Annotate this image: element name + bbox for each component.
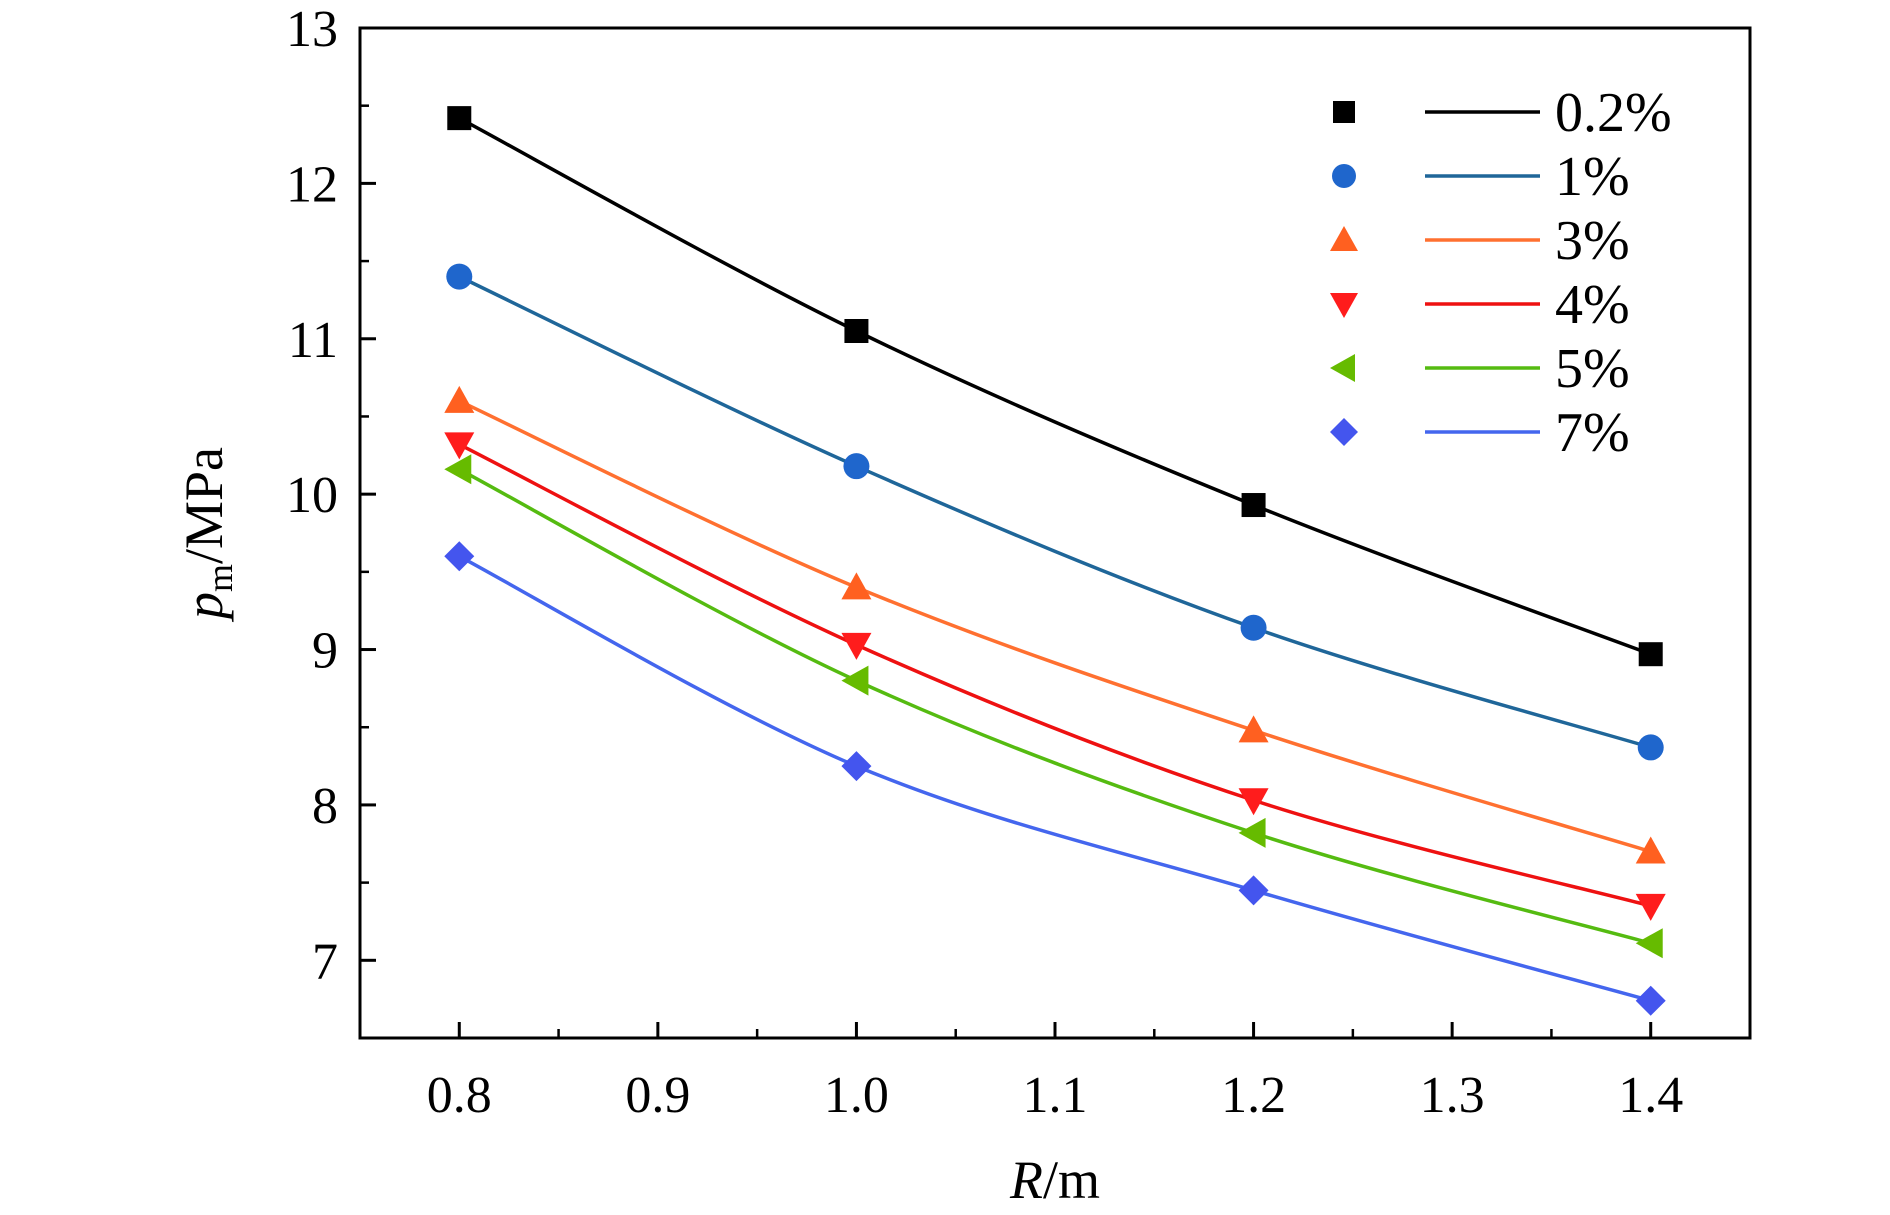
x-tick-label: 0.9 (625, 1067, 690, 1124)
data-point (1238, 875, 1269, 906)
x-tick-label: 1.3 (1420, 1067, 1485, 1124)
y-tick-label: 12 (286, 156, 338, 213)
legend-marker (1330, 418, 1358, 446)
data-point (444, 385, 475, 413)
y-tick-label: 8 (312, 778, 338, 835)
x-tick-label: 1.0 (824, 1067, 889, 1124)
series-line (458, 554, 1652, 1003)
y-axis-unit: /MPa (174, 447, 234, 564)
data-point (1238, 817, 1266, 848)
y-tick-label: 11 (288, 312, 338, 369)
x-axis-unit: /m (1043, 1150, 1100, 1210)
y-axis-subscript: m (200, 564, 240, 592)
legend-marker (1330, 354, 1355, 382)
data-point (1635, 928, 1663, 959)
y-tick-label: 10 (286, 467, 338, 524)
y-axis-symbol: p (174, 592, 234, 623)
data-point (444, 454, 472, 485)
legend-marker (1330, 226, 1358, 251)
data-point (1238, 788, 1269, 816)
data-point (446, 263, 473, 290)
y-tick-label: 7 (312, 933, 338, 990)
x-axis-title: R/m (1009, 1150, 1100, 1210)
series-line (458, 275, 1652, 750)
data-point (1635, 985, 1666, 1016)
data-point (1637, 734, 1664, 761)
data-point (1638, 642, 1663, 667)
fit-curves (458, 116, 1652, 1003)
legend-label: 7% (1555, 402, 1630, 464)
series-line (458, 442, 1652, 908)
x-tick-label: 1.1 (1023, 1067, 1088, 1124)
data-point (841, 751, 872, 782)
legend-label: 5% (1555, 338, 1630, 400)
data-point (841, 632, 872, 660)
legend-label: 0.2% (1555, 82, 1672, 144)
data-point (841, 665, 869, 696)
data-point (1240, 614, 1267, 641)
data-point (444, 541, 475, 572)
legend-marker (1332, 164, 1356, 188)
x-axis-symbol: R (1009, 1150, 1043, 1210)
x-tick-label: 0.8 (427, 1067, 492, 1124)
data-point (1635, 893, 1666, 921)
data-point (1241, 493, 1266, 518)
x-tick-label: 1.4 (1618, 1067, 1683, 1124)
data-point (843, 453, 870, 480)
data-point (1635, 836, 1666, 864)
data-point (844, 319, 869, 343)
axis-ticks: 0.8 0.9 1.0 1.1 1.2 1.3 1.4 7 8 9 10 11 12 13 (286, 1, 1683, 1124)
y-axis-title: pm/MPa (174, 447, 240, 623)
legend-marker (1333, 101, 1355, 123)
y-tick-label: 9 (312, 623, 338, 680)
legend: 0.2%1%3%4%5%7% (1330, 82, 1672, 464)
series-line (458, 399, 1652, 854)
legend-label: 4% (1555, 274, 1630, 336)
data-markers (444, 106, 1666, 1016)
legend-label: 3% (1555, 210, 1630, 272)
data-point (1238, 715, 1269, 743)
legend-label: 1% (1555, 146, 1630, 208)
y-tick-label: 13 (286, 1, 338, 58)
data-point (447, 106, 472, 131)
series-line (458, 116, 1652, 656)
legend-marker (1330, 293, 1358, 318)
series-line (458, 467, 1652, 945)
data-point (841, 572, 872, 600)
data-point (444, 432, 475, 460)
x-tick-label: 1.2 (1221, 1067, 1286, 1124)
